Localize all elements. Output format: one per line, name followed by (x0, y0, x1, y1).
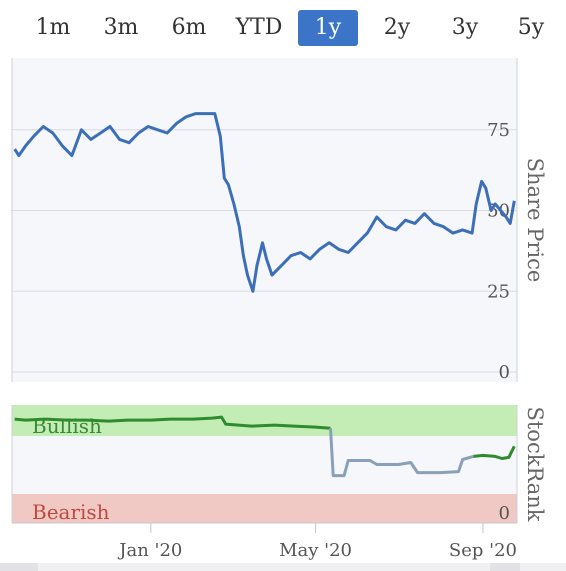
range-button-1m[interactable]: 1m (35, 15, 71, 40)
price-gridlines (12, 129, 517, 373)
x-axis-ticks: Jan '20 May '20 Sep '20 (117, 523, 517, 561)
price-plot-background (12, 58, 517, 382)
range-button-6m[interactable]: 6m (171, 15, 207, 40)
x-axis: Jan '20 May '20 Sep '20 (12, 522, 517, 561)
scrollbar-right-handle[interactable] (490, 563, 520, 571)
range-button-3m[interactable]: 3m (103, 15, 139, 40)
x-tick-label: Sep '20 (449, 540, 517, 561)
stockrank-line-segment-0 (14, 415, 331, 430)
range-button-5y[interactable]: 5y (517, 15, 545, 40)
share-price-axis-title: Share Price (523, 158, 547, 283)
stockrank-lines (14, 415, 516, 478)
bearish-label: Bearish (32, 500, 110, 524)
range-selector: 1m 3m 6m YTD 1y 2y 3y 5y (0, 6, 566, 50)
price-tick-label: 75 (487, 120, 510, 141)
scrollbar-left-handle[interactable] (0, 563, 38, 571)
bullish-label: Bullish (32, 414, 102, 438)
price-tick-label: 25 (487, 281, 510, 302)
stockrank-tick-labels: 0 (499, 503, 510, 524)
stockrank-axis-title: StockRank (523, 406, 547, 521)
x-tick-label: Jan '20 (117, 540, 182, 561)
stockrank-line-segment-1 (329, 428, 474, 478)
stockrank-line-segment-2 (473, 445, 516, 460)
range-button-2y[interactable]: 2y (383, 15, 411, 40)
navigator-scrollbar[interactable] (0, 563, 566, 571)
bearish-zone (12, 494, 517, 523)
stockrank-tick-label: 0 (499, 503, 510, 524)
scrollbar-track[interactable] (0, 563, 566, 571)
share-price-line (13, 112, 516, 293)
range-button-1y[interactable]: 1y (298, 10, 358, 46)
stockrank-panel: Bullish Bearish 0 StockRank (11, 405, 547, 524)
range-button-3y[interactable]: 3y (451, 15, 479, 40)
x-tick-label: May '20 (279, 540, 352, 561)
range-button-ytd[interactable]: YTD (235, 15, 283, 40)
price-tick-label: 0 (499, 362, 510, 383)
